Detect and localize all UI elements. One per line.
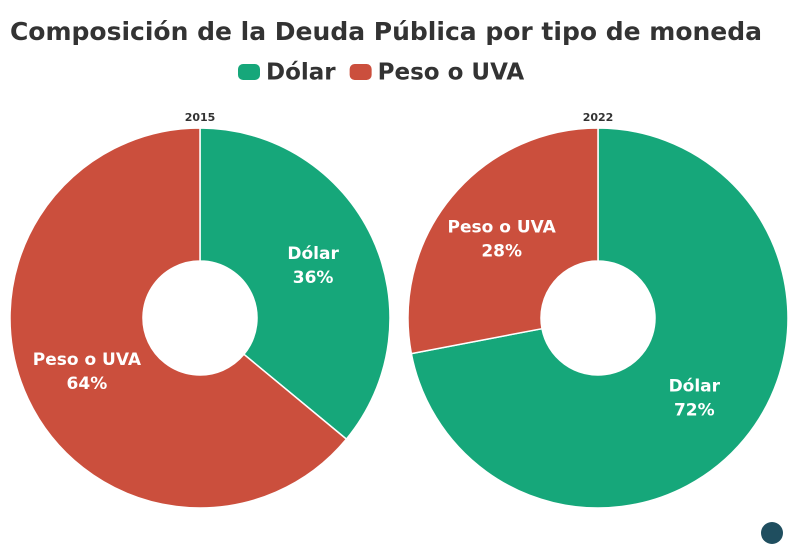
chart-title: Composición de la Deuda Pública por tipo… bbox=[10, 17, 762, 46]
slice-category: Dólar bbox=[287, 244, 339, 264]
slice-category: Peso o UVA bbox=[448, 217, 557, 237]
slice-value: 28% bbox=[481, 241, 522, 261]
pie-title: 2022 bbox=[583, 111, 614, 124]
legend: Dólar Peso o UVA bbox=[238, 60, 524, 86]
legend-label: Peso o UVA bbox=[378, 60, 525, 86]
pie-title: 2015 bbox=[185, 111, 216, 124]
legend-swatch bbox=[238, 64, 260, 80]
slice-value: 64% bbox=[67, 374, 108, 394]
slice-value: 72% bbox=[674, 401, 715, 421]
slice-category: Dólar bbox=[669, 377, 721, 397]
slice-category: Peso o UVA bbox=[33, 350, 142, 370]
legend-swatch bbox=[349, 64, 372, 80]
donut-hole bbox=[143, 261, 257, 375]
legend-label: Dólar bbox=[266, 60, 336, 86]
slice-value: 36% bbox=[293, 268, 334, 288]
donut-hole bbox=[541, 261, 655, 375]
logo bbox=[761, 522, 783, 544]
